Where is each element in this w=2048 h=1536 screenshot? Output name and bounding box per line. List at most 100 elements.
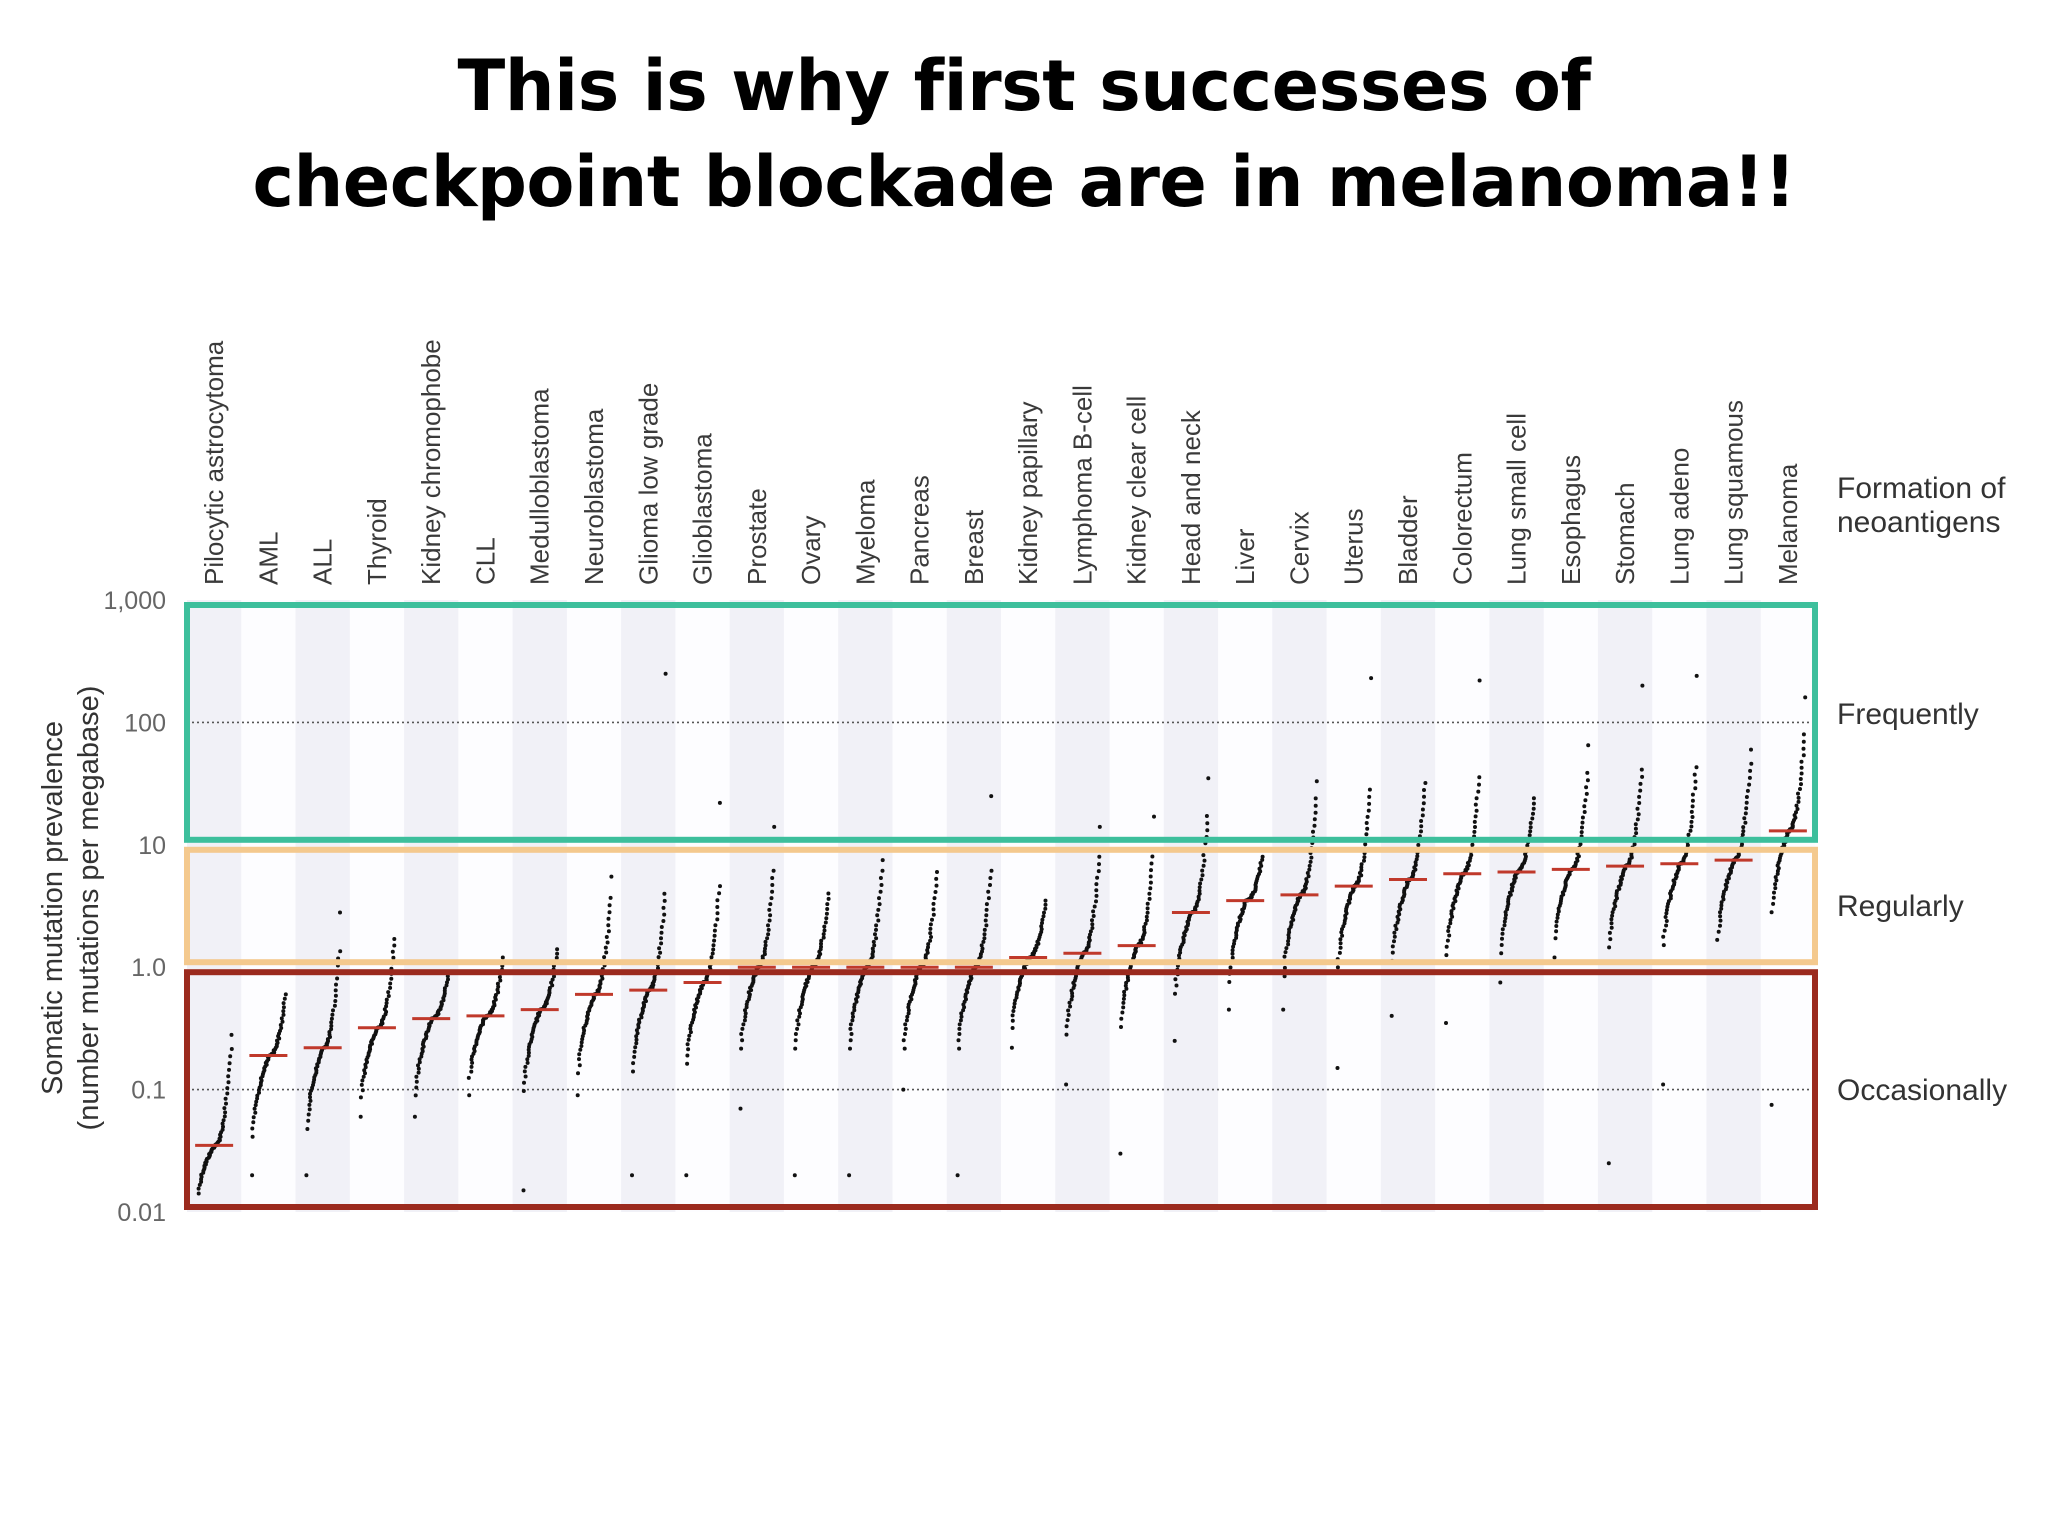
data-point: [797, 1008, 802, 1013]
data-point: [1661, 943, 1666, 948]
data-point: [984, 923, 989, 928]
data-point: [1145, 910, 1150, 915]
data-point: [526, 1050, 531, 1055]
data-point: [1174, 983, 1179, 988]
data-point: [1693, 786, 1698, 791]
data-point: [1637, 801, 1642, 805]
data-point: [1500, 931, 1505, 936]
data-point: [1173, 977, 1178, 982]
y-tick-label: 1.0: [131, 954, 166, 982]
data-point: [1149, 861, 1154, 866]
data-point: [1638, 788, 1643, 793]
data-point: [1419, 819, 1424, 823]
data-point: [1555, 915, 1560, 920]
data-point: [498, 978, 503, 983]
data-point: [1144, 918, 1149, 923]
data-point: [278, 1023, 283, 1027]
data-point: [718, 884, 722, 889]
data-point: [826, 891, 831, 896]
data-point: [391, 955, 396, 960]
data-point: [686, 1037, 691, 1042]
data-point: [1693, 779, 1698, 784]
data-point: [982, 936, 987, 941]
data-point: [1773, 875, 1778, 880]
data-point: [1609, 921, 1614, 926]
data-point: [1367, 801, 1372, 806]
data-point: [686, 1047, 691, 1052]
data-point: [333, 988, 338, 993]
data-point: [876, 907, 881, 912]
data-point: [224, 1101, 228, 1106]
category-label: Lung adeno: [1664, 448, 1694, 585]
data-point: [603, 945, 608, 950]
data-point: [1445, 938, 1450, 943]
data-point: [1689, 809, 1694, 814]
data-point: [741, 1022, 746, 1027]
data-point: [793, 1032, 798, 1036]
column-stripe: [295, 600, 350, 1212]
data-point: [1743, 811, 1748, 816]
data-point: [304, 1173, 309, 1178]
data-point: [1011, 1009, 1016, 1013]
data-point: [984, 907, 989, 912]
data-point: [1415, 854, 1420, 859]
data-point: [1309, 855, 1314, 860]
data-point: [1503, 916, 1508, 921]
data-point: [688, 1026, 693, 1031]
data-point: [1747, 782, 1752, 787]
data-point: [1803, 695, 1808, 700]
data-point: [521, 1188, 526, 1193]
data-point: [743, 1008, 747, 1013]
data-point: [1469, 853, 1474, 858]
data-point: [333, 993, 338, 998]
data-point: [225, 1091, 230, 1096]
data-point: [1502, 919, 1507, 924]
data-point: [903, 1026, 908, 1031]
data-point: [1773, 886, 1778, 891]
data-point: [1097, 824, 1102, 829]
data-point: [1477, 678, 1482, 683]
data-point: [1010, 1013, 1015, 1018]
data-point: [307, 1107, 312, 1112]
column-stripe: [729, 600, 784, 1212]
data-point: [307, 1102, 312, 1107]
data-point: [1748, 768, 1753, 773]
data-point: [743, 1011, 748, 1016]
data-point: [579, 1040, 584, 1045]
data-point: [1801, 746, 1806, 751]
data-point: [739, 1032, 744, 1036]
data-point: [1362, 858, 1366, 863]
data-point: [1690, 792, 1695, 797]
data-point: [1531, 801, 1536, 806]
data-point: [1226, 1007, 1231, 1012]
data-point: [717, 891, 722, 896]
data-point: [957, 1026, 962, 1031]
data-point: [554, 955, 559, 960]
data-point: [934, 883, 939, 888]
data-point: [1447, 933, 1452, 938]
data-point: [384, 997, 389, 1002]
data-point: [306, 1112, 311, 1117]
data-point: [1394, 927, 1399, 932]
data-point: [1740, 832, 1745, 837]
data-point: [958, 1018, 963, 1023]
data-point: [1364, 821, 1369, 825]
data-point: [631, 1061, 636, 1066]
data-point: [392, 937, 397, 941]
data-point: [1422, 794, 1426, 799]
data-point: [1718, 914, 1723, 919]
data-point: [1012, 1005, 1017, 1010]
data-point: [526, 1053, 531, 1058]
data-point: [1260, 854, 1265, 859]
data-point: [766, 927, 771, 932]
data-point: [1312, 823, 1317, 828]
data-point: [1090, 922, 1095, 927]
data-point: [1801, 753, 1806, 758]
data-point: [687, 1033, 692, 1038]
data-point: [986, 889, 991, 894]
data-point: [710, 951, 715, 956]
data-point: [338, 910, 342, 915]
data-point: [229, 1047, 234, 1051]
data-point: [1719, 903, 1724, 908]
data-point: [1719, 906, 1724, 911]
